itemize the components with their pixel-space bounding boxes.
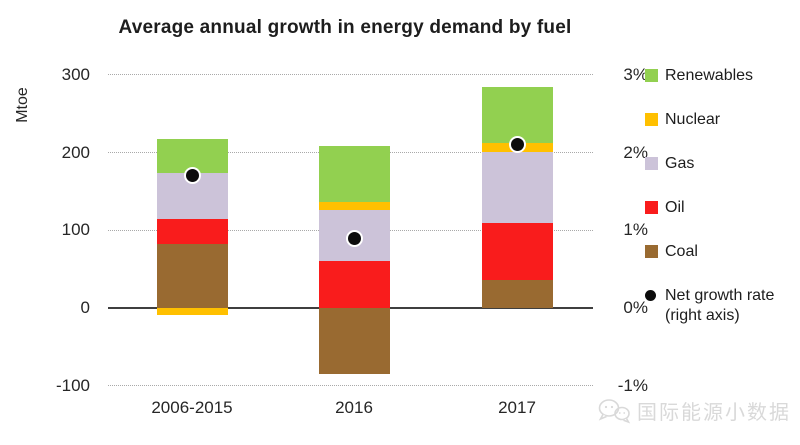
bar-2016-nuclear-segment xyxy=(318,201,390,211)
net-growth-rate-dot-2017 xyxy=(508,136,526,154)
right-axis-tick-0pct: 0% xyxy=(623,298,648,317)
y-axis-tick-0: 0 xyxy=(80,298,90,317)
x-axis-label-2016: 2016 xyxy=(335,398,373,417)
legend-label: Gas xyxy=(665,155,695,172)
bar-2017-gas-segment xyxy=(481,151,553,224)
watermark-text: 国际能源小数据 xyxy=(637,402,791,424)
legend-color-swatch xyxy=(645,157,658,170)
gridline-300 xyxy=(108,74,593,76)
legend-label: Net growth rate (right axis) xyxy=(665,287,775,324)
legend-item-renewables: Renewables xyxy=(645,66,774,86)
gridline--100 xyxy=(108,385,593,387)
right-axis-tick-3pct: 3% xyxy=(623,64,648,84)
legend-label: Coal xyxy=(665,243,698,260)
x-axis-label-2017: 2017 xyxy=(498,398,536,417)
bar-2016-oil-segment xyxy=(318,261,390,308)
legend-item-oil: Oil xyxy=(645,198,774,218)
bar-2006-2015-oil-segment xyxy=(156,219,228,244)
legend-color-swatch xyxy=(645,201,658,214)
legend: Renewables Nuclear Gas Oil Coal Net growth ra… xyxy=(645,66,774,350)
wechat-icon xyxy=(598,398,631,423)
bar-2017-renewables-segment xyxy=(481,87,553,144)
bar-2006-2015-coal-segment xyxy=(156,243,228,308)
y-axis-tick--100: -100 xyxy=(55,375,90,395)
y-axis-tick-100: 100 xyxy=(61,220,90,240)
legend-item-coal: Coal xyxy=(645,242,774,262)
y-axis-tick-200: 200 xyxy=(61,142,90,162)
right-axis-tick-1pct: 1% xyxy=(623,220,648,240)
bar-2016-coal-segment xyxy=(318,308,390,375)
legend-color-swatch xyxy=(645,69,658,82)
bar-2006-2015-renewables-segment xyxy=(156,139,228,173)
x-axis-label-2006-2015: 2006-2015 xyxy=(151,398,233,417)
legend-color-swatch xyxy=(645,245,658,258)
legend-color-swatch xyxy=(645,113,658,126)
legend-item-gas: Gas xyxy=(645,154,774,174)
net-growth-rate-dot-2016 xyxy=(345,229,363,247)
bar-2016-renewables-segment xyxy=(318,145,390,202)
right-axis-tick--1pct: -1% xyxy=(617,375,648,395)
y-axis-title: Mtoe xyxy=(14,87,31,123)
legend-item-nuclear: Nuclear xyxy=(645,110,774,130)
legend-label: Renewables xyxy=(665,67,754,84)
y-axis-tick-300: 300 xyxy=(61,64,90,84)
right-axis-tick-2pct: 2% xyxy=(623,142,648,162)
legend-label-line2: (right axis) xyxy=(665,307,740,324)
legend-label: Nuclear xyxy=(665,111,721,128)
bar-2006-2015-nuclear-segment xyxy=(156,308,228,315)
legend-dot-marker xyxy=(645,290,656,301)
bar-2017-coal-segment xyxy=(481,280,553,308)
net-growth-rate-dot-2006-2015 xyxy=(183,167,201,185)
legend-label: Oil xyxy=(665,199,685,216)
watermark: 国际能源小数据 xyxy=(597,396,791,425)
legend-item-net-growth-rate: Net growth rate (right axis) xyxy=(645,286,774,326)
bar-2017-oil-segment xyxy=(481,223,553,281)
chart-title: Average annual growth in energy demand b… xyxy=(118,17,572,38)
